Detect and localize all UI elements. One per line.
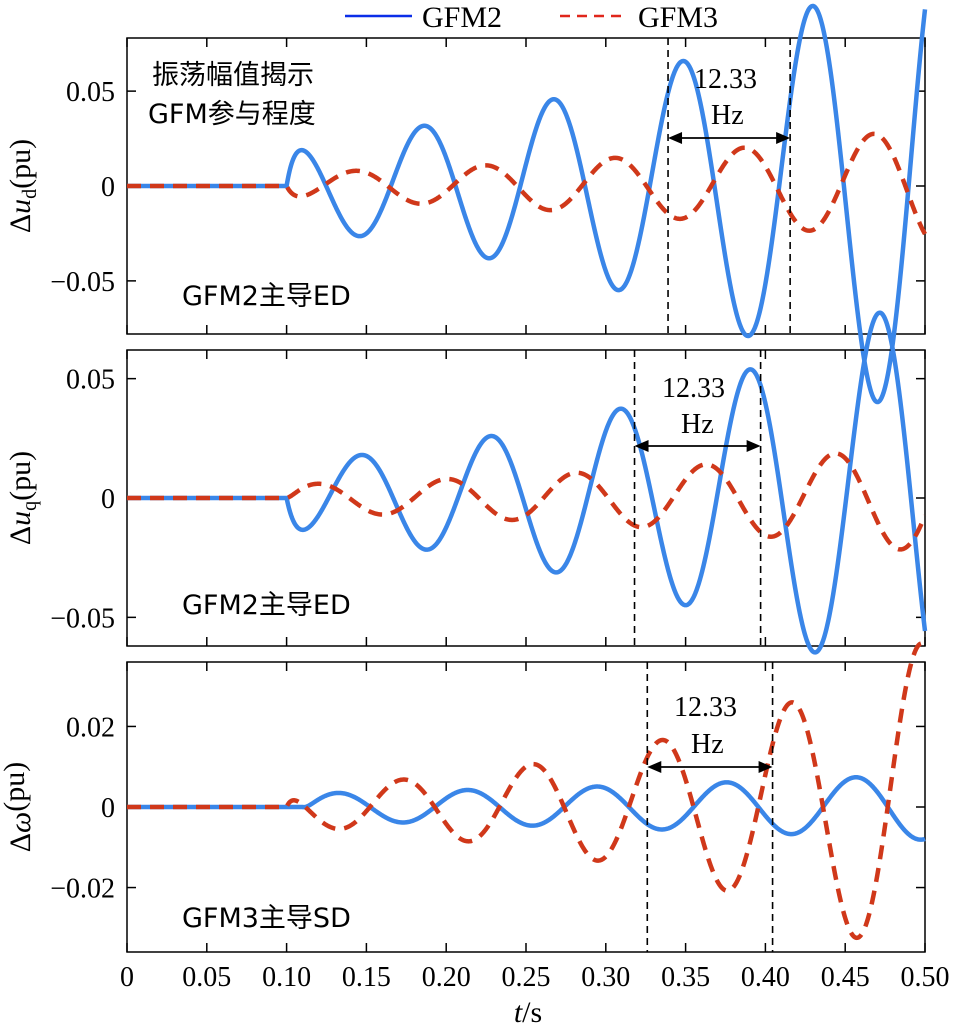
series-line-gfm2 (125, 310, 928, 655)
x-tick-label: 0 (120, 962, 134, 993)
series-line-gfm3 (125, 131, 927, 236)
y-tick-label: 0 (101, 484, 115, 515)
period-markers (646, 662, 774, 952)
y-tick-label: −0.05 (50, 603, 115, 634)
arrow-head-right (758, 761, 773, 773)
panel-ud: −0.05 0 0.05 振荡幅值揭示 GFM参与程度 GFM2主导ED 12.33… (4, 3, 928, 405)
arrow-head-left (668, 132, 683, 144)
freq-unit: Hz (711, 100, 744, 131)
freq-value: 12.33 (694, 64, 757, 95)
freq-unit: Hz (681, 409, 714, 440)
y-tick-label: −0.02 (50, 874, 115, 905)
arrow-head-right (746, 440, 761, 452)
y-axis-label: Δuq(pu) (4, 451, 41, 545)
y-ticks: −0.05 0 0.05 (50, 38, 926, 334)
x-tick-label: 0.35 (661, 962, 710, 993)
y-tick-label: 0.05 (66, 77, 115, 108)
series-group (125, 310, 928, 655)
annotation-amplitude-line1: 振荡幅值揭示 (152, 60, 314, 91)
freq-value: 12.33 (674, 692, 737, 723)
period-markers (633, 350, 762, 646)
x-tick-label: 0.30 (581, 962, 630, 993)
legend-label-gfm3: GFM3 (638, 1, 718, 34)
panel-uq: −0.05 0 0.05 GFM2主导ED 12.33 Hz Δuq(pu) (4, 310, 928, 655)
arrow-head-left (634, 440, 649, 452)
y-axis-label: Δud(pu) (4, 139, 41, 233)
annotation-dominance: GFM2主导ED (182, 281, 351, 312)
panel-omega: −0.02 0 0.02 GFM3主导SD 12.33 Hz Δω(pu) (0, 641, 927, 953)
x-tick-label: 0.40 (741, 962, 790, 993)
arrow-head-left (647, 761, 662, 773)
series-group (125, 641, 927, 941)
x-tick-label: 0.25 (502, 962, 551, 993)
y-tick-label: −0.05 (50, 267, 115, 298)
series-line-gfm3 (125, 641, 927, 941)
annotation-dominance: GFM3主导SD (182, 903, 351, 934)
x-ticks: 0 0.05 0.10 0.15 0.20 0.25 0.30 0.35 0.40 0.45 0.5… (120, 962, 950, 993)
x-tick-label: 0.15 (342, 962, 391, 993)
x-axis-label: t/s (514, 996, 542, 1028)
series-line-gfm2 (125, 775, 927, 842)
series-line-gfm3 (125, 451, 928, 552)
y-ticks: −0.02 0 0.02 (50, 662, 926, 952)
x-tick-label: 0.50 (901, 962, 950, 993)
y-axis-label: Δω(pu) (0, 762, 37, 852)
annotation-dominance: GFM2主导ED (182, 590, 351, 621)
annotation-amplitude-line2: GFM参与程度 (148, 99, 316, 130)
series-line-gfm2 (125, 3, 928, 405)
freq-value: 12.33 (662, 373, 725, 404)
arrow-head-right (776, 132, 791, 144)
legend: GFM2 GFM3 (345, 1, 718, 34)
x-tick-label: 0.20 (422, 962, 471, 993)
y-tick-label: 0.05 (66, 365, 115, 396)
series-group (125, 3, 928, 405)
legend-label-gfm2: GFM2 (422, 1, 502, 34)
period-markers (667, 38, 791, 334)
x-tick-label: 0.05 (182, 962, 231, 993)
y-tick-label: 0.02 (66, 712, 115, 743)
y-ticks: −0.05 0 0.05 (50, 350, 926, 646)
y-tick-label: 0 (101, 793, 115, 824)
x-tick-label: 0.10 (262, 962, 311, 993)
y-tick-label: 0 (101, 172, 115, 203)
freq-unit: Hz (691, 729, 724, 760)
x-tick-label: 0.45 (821, 962, 870, 993)
